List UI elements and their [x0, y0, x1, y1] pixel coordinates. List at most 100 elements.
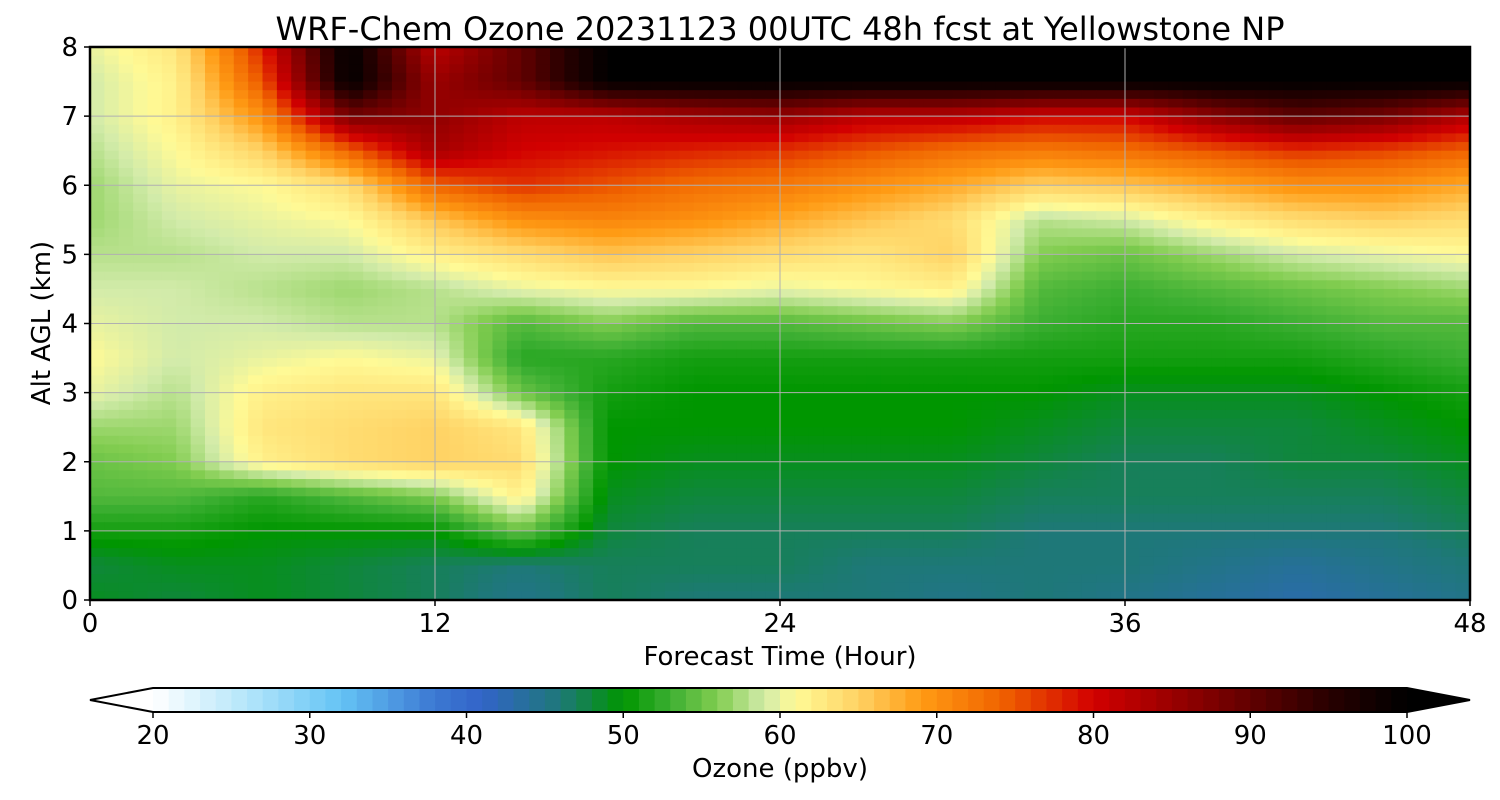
heatmap-cell	[1153, 427, 1169, 437]
heatmap-cell	[880, 185, 896, 195]
heatmap-cell	[449, 107, 465, 117]
heatmap-cell	[722, 358, 738, 368]
heatmap-cell	[363, 107, 379, 117]
heatmap-cell	[1139, 107, 1155, 117]
heatmap-cell	[1081, 349, 1097, 359]
heatmap-cell	[593, 254, 609, 264]
heatmap-cell	[1369, 133, 1385, 143]
heatmap-cell	[1441, 435, 1457, 446]
heatmap-cell	[751, 375, 767, 385]
heatmap-cell	[1383, 280, 1399, 290]
heatmap-cell	[1196, 159, 1212, 169]
heatmap-cell	[334, 107, 350, 117]
heatmap-cell	[1383, 228, 1399, 238]
heatmap-cell	[1081, 392, 1097, 402]
heatmap-cell	[1038, 64, 1054, 74]
heatmap-cell	[1010, 401, 1025, 411]
heatmap-cell	[334, 142, 350, 152]
heatmap-cell	[478, 461, 494, 471]
heatmap-cell	[1067, 358, 1083, 368]
heatmap-cell	[995, 90, 1011, 100]
heatmap-cell	[780, 358, 795, 368]
heatmap-cell	[851, 366, 867, 376]
heatmap-cell	[837, 453, 853, 463]
heatmap-cell	[593, 219, 609, 230]
heatmap-cell	[1398, 435, 1414, 446]
heatmap-cell	[1426, 142, 1442, 152]
heatmap-cell	[923, 383, 939, 394]
heatmap-cell	[161, 185, 177, 195]
heatmap-cell	[1311, 107, 1327, 117]
heatmap-cell	[895, 228, 910, 238]
heatmap-cell	[1455, 193, 1471, 204]
heatmap-cell	[262, 47, 278, 57]
heatmap-cell	[291, 72, 307, 83]
heatmap-cell	[679, 435, 695, 446]
heatmap-cell	[1182, 288, 1198, 299]
heatmap-cell	[1398, 323, 1414, 333]
heatmap-cell	[334, 263, 350, 273]
heatmap-cell	[1196, 306, 1212, 316]
heatmap-cell	[1153, 401, 1169, 411]
heatmap-cell	[406, 142, 422, 152]
heatmap-cell	[636, 185, 652, 195]
heatmap-cell	[377, 219, 393, 230]
heatmap-cell	[363, 470, 379, 480]
heatmap-cell	[1067, 228, 1083, 238]
heatmap-cell	[1225, 185, 1241, 195]
heatmap-cell	[276, 358, 292, 368]
heatmap-cell	[665, 167, 680, 178]
heatmap-cell	[406, 306, 422, 316]
heatmap-cell	[1355, 219, 1370, 230]
heatmap-cell	[118, 288, 134, 299]
heatmap-cell	[1153, 263, 1169, 273]
heatmap-cell	[118, 366, 134, 376]
heatmap-cell	[1125, 211, 1140, 221]
heatmap-cell	[420, 116, 436, 126]
heatmap-cell	[492, 176, 508, 186]
heatmap-cell	[751, 133, 767, 143]
heatmap-cell	[650, 185, 666, 195]
heatmap-cell	[147, 409, 163, 420]
heatmap-cell	[995, 133, 1011, 143]
heatmap-cell	[1110, 358, 1126, 368]
heatmap-cell	[233, 150, 249, 160]
heatmap-cell	[1081, 202, 1097, 212]
heatmap-cell	[765, 167, 781, 178]
heatmap-cell	[923, 185, 939, 195]
heatmap-cell	[679, 202, 695, 212]
heatmap-cell	[334, 133, 350, 143]
heatmap-cell	[923, 167, 939, 178]
heatmap-cell	[305, 124, 321, 135]
heatmap-cell	[1383, 470, 1399, 480]
heatmap-cell	[161, 228, 177, 238]
heatmap-cell	[291, 133, 307, 143]
heatmap-cell	[1383, 176, 1399, 186]
heatmap-cell	[1254, 64, 1270, 74]
heatmap-cell	[348, 461, 364, 471]
heatmap-cell	[205, 349, 220, 359]
heatmap-cell	[248, 142, 264, 152]
heatmap-cell	[248, 340, 264, 351]
heatmap-cell	[406, 72, 422, 83]
heatmap-cell	[1211, 202, 1227, 212]
heatmap-cell	[104, 461, 120, 471]
heatmap-cell	[1067, 64, 1083, 74]
heatmap-cell	[866, 461, 882, 471]
heatmap-cell	[449, 98, 465, 109]
heatmap-cell	[1139, 453, 1155, 463]
heatmap-cell	[1110, 314, 1126, 325]
heatmap-cell	[1369, 280, 1385, 290]
heatmap-cell	[1369, 435, 1385, 446]
heatmap-cell	[1096, 167, 1112, 178]
heatmap-cell	[406, 349, 422, 359]
heatmap-cell	[463, 133, 479, 143]
heatmap-cell	[1110, 392, 1126, 402]
heatmap-cell	[449, 193, 465, 204]
heatmap-cell	[808, 142, 824, 152]
heatmap-cell	[305, 323, 321, 333]
heatmap-cell	[233, 211, 249, 221]
heatmap-cell	[90, 142, 105, 152]
heatmap-cell	[1254, 211, 1270, 221]
heatmap-cell	[1053, 314, 1069, 325]
